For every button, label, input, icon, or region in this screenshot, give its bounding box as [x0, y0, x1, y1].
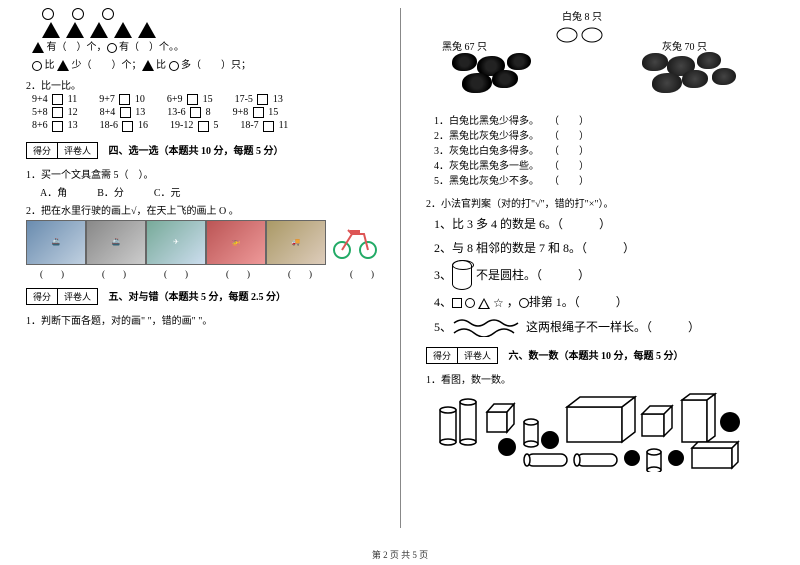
judge-3: 3、 不是圆柱。（ ） [434, 260, 788, 290]
triangle-icon [42, 22, 60, 38]
triangle-icon [32, 42, 44, 53]
black-rabbit-label: 黑兔 67 只 [442, 38, 487, 53]
white-rabbit-icon [552, 20, 612, 45]
gray-rabbit-icon [642, 53, 668, 71]
black-rabbit-icon [492, 70, 518, 88]
gray-rabbit-icon [652, 73, 682, 93]
wavy-lines-icon [452, 317, 522, 337]
cmp-item: 5+8 12 [32, 107, 78, 118]
gray-rabbit-icon [682, 70, 708, 88]
vehicle-images: 🚢 🚢 ✈ 🚁 🚚 [26, 220, 388, 265]
shapes-q2: 比 少（ ）个； 比 多（ ）只； [32, 58, 388, 74]
score-box: 得分 评卷人 [426, 347, 498, 364]
triangle-icon [90, 22, 108, 38]
compare-title: 2．比一比。 [26, 77, 388, 92]
triangle-icon [142, 60, 154, 71]
score-label: 得分 [27, 289, 58, 304]
circle-icon [42, 8, 54, 20]
circle-icon [107, 43, 117, 53]
grader-label: 评卷人 [458, 348, 497, 363]
judge-3-text: 不是圆柱。（ ） [476, 263, 590, 287]
sec4-q1: 1．买一个文具盒需 5（ ）。 [26, 166, 388, 181]
cmp-item: 9+8 15 [233, 107, 279, 118]
cmp-item: 18-7 11 [240, 120, 288, 131]
shapes-q1: 有（ ）个， 有（ ）个。。 [32, 40, 388, 56]
column-divider [400, 8, 401, 528]
cmp-item: 8+6 13 [32, 120, 78, 131]
sec4-q2: 2．把在水里行驶的画上√，在天上飞的画上 O 。 [26, 202, 388, 217]
judge-3-prefix: 3、 [434, 263, 452, 287]
judge-2: 2、与 8 相邻的数是 7 和 8。（ ） [434, 236, 788, 260]
section-4-title: 四、选一选（本题共 10 分，每题 5 分） [109, 146, 284, 157]
sec5-q1: 1．判断下面各题，对的画" "，错的画" "。 [26, 312, 388, 327]
compare-row: 8+6 13 18-6 16 19-12 5 18-7 11 [32, 120, 388, 131]
left-column: 有（ ）个， 有（ ）个。。 比 少（ ）个； 比 多（ ）只； 2．比一比。 … [0, 0, 400, 540]
ship-image: 🚢 [86, 220, 146, 265]
cmp-item: 8+4 13 [100, 107, 146, 118]
triangle-icon [138, 22, 156, 38]
rabbit-q1: 1．白兔比黑兔少得多。 （ ） [434, 114, 788, 129]
judge-4-text: 4、 ☆ ，排第 1。（ ） [434, 290, 628, 315]
circle-icon [32, 61, 42, 71]
bike-image [330, 220, 380, 260]
triangle-icon [66, 22, 84, 38]
judge-5-text: 这两根绳子不一样长。（ ） [526, 315, 700, 339]
score-label: 得分 [427, 348, 458, 363]
triangle-icon [57, 60, 69, 71]
helicopter-image: 🚁 [206, 220, 266, 265]
circle-icon [72, 8, 84, 20]
gray-rabbit-label: 灰兔 70 只 [662, 38, 707, 53]
section-6-title: 六、数一数（本题共 10 分，每题 5 分） [509, 351, 684, 362]
cmp-item: 9+7 10 [99, 94, 145, 105]
judge-5-prefix: 5、 [434, 315, 452, 339]
rabbit-q3: 3．灰兔比白兔多得多。 （ ） [434, 144, 788, 159]
score-label: 得分 [27, 143, 58, 158]
black-rabbit-icon [462, 73, 492, 93]
judge-title: 2．小法官判案（对的打"√"，错的打"×"）。 [426, 195, 788, 210]
cmp-item: 6+9 15 [167, 94, 213, 105]
answer-parens: ( )( )( )( )( )( ) [26, 267, 388, 280]
circle-icon [169, 61, 179, 71]
shapes-svg [432, 392, 772, 472]
sec6-q1: 1．看图，数一数。 [426, 371, 788, 386]
rabbit-diagram: 白兔 8 只 黑兔 67 只 灰兔 70 只 [412, 8, 788, 108]
grader-label: 评卷人 [58, 289, 97, 304]
rabbit-q4: 4．灰兔比黑兔多一些。 （ ） [434, 159, 788, 174]
triangle-icon [114, 22, 132, 38]
gray-rabbit-icon [712, 68, 736, 85]
page-footer: 第 2 页 共 5 页 [0, 548, 800, 561]
score-box: 得分 评卷人 [26, 288, 98, 305]
3d-shapes-diagram [432, 392, 788, 472]
rabbit-q5: 5．黑兔比灰兔少不多。 （ ） [434, 174, 788, 189]
score-box: 得分 评卷人 [26, 142, 98, 159]
judge-4: 4、 ☆ ，排第 1。（ ） [434, 290, 788, 315]
judge-5: 5、 这两根绳子不一样长。（ ） [434, 315, 788, 339]
black-rabbit-icon [507, 53, 531, 70]
black-rabbit-icon [452, 53, 477, 71]
cmp-item: 17-5 13 [235, 94, 283, 105]
compare-row: 9+4 11 9+7 10 6+9 15 17-5 13 [32, 94, 388, 105]
cmp-item: 9+4 11 [32, 94, 77, 105]
circle-icon [102, 8, 114, 20]
sec4-q1-options: A．角 B．分 C．元 [40, 184, 388, 199]
rabbit-q2: 2．黑兔比灰兔少得多。 （ ） [434, 129, 788, 144]
right-column: 白兔 8 只 黑兔 67 只 灰兔 70 只 1．白兔比黑兔少得多。 （ ） 2… [400, 0, 800, 540]
cmp-item: 13-6 8 [167, 107, 210, 118]
section-5-title: 五、对与错（本题共 5 分，每题 2.5 分） [109, 292, 287, 303]
circle-row [42, 8, 388, 20]
truck-image: 🚚 [266, 220, 326, 265]
gray-rabbit-icon [697, 52, 721, 69]
judge-1: 1、比 3 多 4 的数是 6。（ ） [434, 212, 788, 236]
cmp-item: 18-6 16 [100, 120, 148, 131]
plane-image: ✈ [146, 220, 206, 265]
ship-image: 🚢 [26, 220, 86, 265]
cylinder-icon [452, 260, 472, 290]
triangle-row [42, 22, 388, 38]
grader-label: 评卷人 [58, 143, 97, 158]
cmp-item: 19-12 5 [170, 120, 218, 131]
compare-row: 5+8 12 8+4 13 13-6 8 9+8 15 [32, 107, 388, 118]
